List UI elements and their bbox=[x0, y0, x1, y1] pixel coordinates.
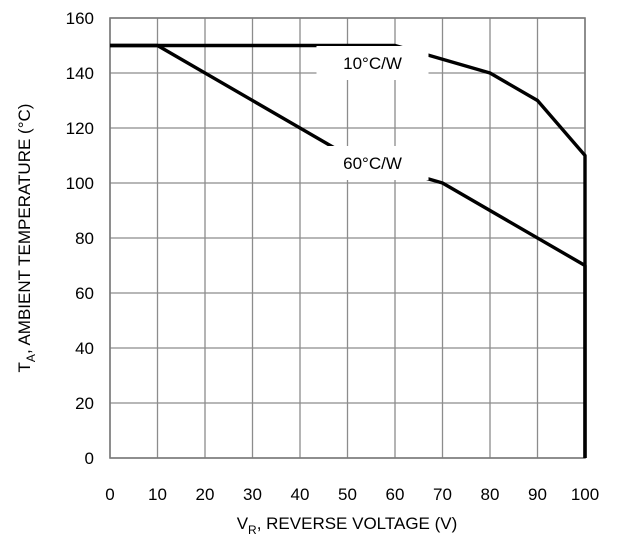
y-tick-label: 120 bbox=[66, 119, 94, 138]
x-axis-title-sub: R bbox=[248, 523, 257, 536]
grid bbox=[109, 17, 586, 459]
y-axis-title-sub: A bbox=[24, 354, 38, 362]
curve-label-background bbox=[316, 146, 429, 180]
y-tick-label: 40 bbox=[75, 339, 94, 358]
y-axis-title-main: T bbox=[15, 362, 34, 372]
x-tick-label: 90 bbox=[528, 485, 547, 504]
series-line-1 bbox=[110, 43, 587, 458]
x-axis-title: VR, REVERSE VOLTAGE (V) bbox=[237, 514, 458, 536]
x-tick-label: 60 bbox=[386, 485, 405, 504]
y-tick-label: 100 bbox=[66, 174, 94, 193]
x-tick-label: 20 bbox=[196, 485, 215, 504]
curve-label-background bbox=[316, 46, 429, 80]
x-tick-label: 30 bbox=[243, 485, 262, 504]
y-tick-label: 20 bbox=[75, 394, 94, 413]
x-tick-label: 50 bbox=[338, 485, 357, 504]
y-tick-label: 60 bbox=[75, 284, 94, 303]
x-tick-label: 80 bbox=[481, 485, 500, 504]
x-tick-label: 100 bbox=[571, 485, 599, 504]
curve-label: 60°C/W bbox=[343, 154, 402, 173]
x-tick-label: 70 bbox=[433, 485, 452, 504]
x-tick-label: 0 bbox=[105, 485, 114, 504]
curve-labels: 10°C/W 60°C/W bbox=[316, 46, 429, 180]
y-tick-label: 0 bbox=[85, 449, 94, 468]
y-tick-label: 140 bbox=[66, 64, 94, 83]
curve-label: 10°C/W bbox=[343, 54, 402, 73]
y-tick-label: 80 bbox=[75, 229, 94, 248]
y-tick-labels: 0 20 40 60 80 100 120 140 160 bbox=[66, 9, 94, 468]
x-tick-label: 10 bbox=[148, 485, 167, 504]
y-axis-title-rest: , AMBIENT TEMPERATURE (°C) bbox=[15, 104, 34, 355]
y-tick-label: 160 bbox=[66, 9, 94, 28]
x-tick-label: 40 bbox=[291, 485, 310, 504]
x-axis-title-main: V bbox=[237, 514, 249, 533]
y-axis-title: TA, AMBIENT TEMPERATURE (°C) bbox=[15, 104, 38, 373]
x-tick-labels: 0 10 20 30 40 50 60 70 80 90 100 bbox=[105, 485, 599, 504]
x-axis-title-rest: , REVERSE VOLTAGE (V) bbox=[257, 514, 458, 533]
